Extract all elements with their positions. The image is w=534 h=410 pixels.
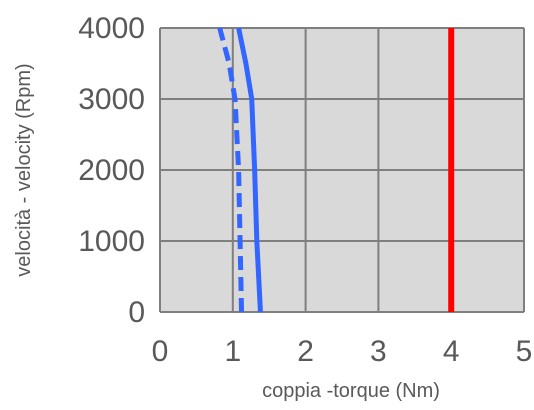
y-tick-label-1000: 1000 xyxy=(78,225,145,258)
x-tick-label-2: 2 xyxy=(297,335,314,368)
y-tick-label-2000: 2000 xyxy=(78,154,145,187)
x-tick-label-5: 5 xyxy=(516,335,533,368)
grid-layer xyxy=(159,27,525,313)
y-tick-label-4000: 4000 xyxy=(78,12,145,45)
x-tick-label-1: 1 xyxy=(224,335,241,368)
y-axis-title: velocità - velocity (Rpm) xyxy=(13,63,35,276)
blue-solid-curve xyxy=(236,27,263,313)
x-tick-label-3: 3 xyxy=(370,335,387,368)
y-axis-ticks: 0 1000 2000 3000 4000 xyxy=(78,12,145,329)
y-tick-label-0: 0 xyxy=(128,296,145,329)
blue-dashed-curve xyxy=(217,27,245,313)
x-axis-title: coppia -torque (Nm) xyxy=(262,380,440,402)
x-tick-label-4: 4 xyxy=(443,335,460,368)
x-axis-ticks: 0 1 2 3 4 5 xyxy=(152,335,533,368)
y-tick-label-3000: 3000 xyxy=(78,83,145,116)
x-tick-label-0: 0 xyxy=(152,335,169,368)
series-layer xyxy=(217,27,455,313)
